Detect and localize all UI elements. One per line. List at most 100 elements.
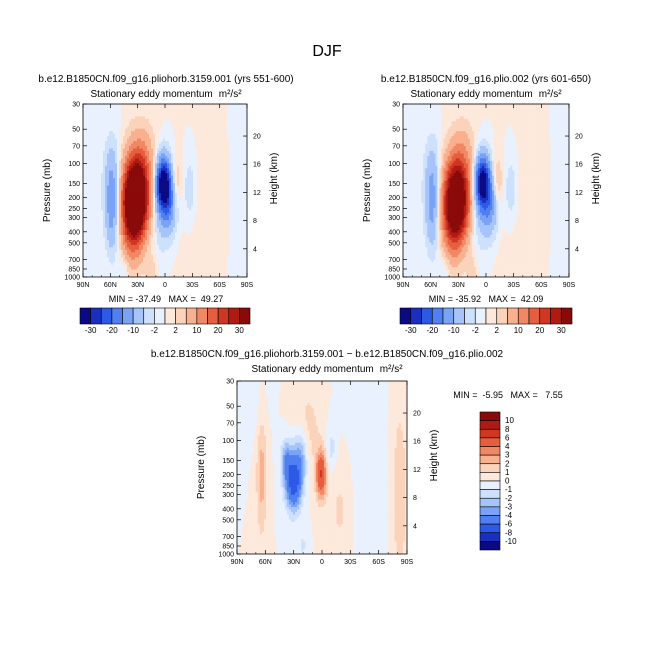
field-cell <box>87 230 89 233</box>
field-cell <box>229 144 231 147</box>
field-cell <box>165 203 167 206</box>
field-cell <box>129 166 131 169</box>
field-cell <box>213 215 215 218</box>
field-cell <box>129 183 131 186</box>
field-cell <box>151 166 153 169</box>
field-cell <box>91 161 93 164</box>
field-cell <box>243 188 245 191</box>
field-cell <box>187 245 189 248</box>
field-cell <box>139 146 141 149</box>
field-cell <box>225 171 227 174</box>
field-cell <box>85 240 87 243</box>
field-cell <box>197 158 199 161</box>
field-cell <box>105 213 107 216</box>
field-cell <box>215 134 217 137</box>
field-cell <box>159 163 161 166</box>
field-cell <box>155 126 157 129</box>
field-cell <box>179 208 181 211</box>
field-cell <box>171 139 173 142</box>
field-cell <box>221 129 223 132</box>
field-cell <box>91 141 93 144</box>
field-cell <box>111 148 113 151</box>
field-cell <box>129 208 131 211</box>
field-cell <box>93 223 95 226</box>
field-cell <box>153 163 155 166</box>
field-cell <box>235 181 237 184</box>
field-cell <box>227 124 229 127</box>
field-cell <box>87 215 89 218</box>
field-cell <box>187 158 189 161</box>
field-cell <box>103 168 105 171</box>
field-cell <box>99 223 101 226</box>
field-cell <box>233 121 235 124</box>
field-cell <box>217 111 219 114</box>
field-cell <box>161 235 163 238</box>
field-cell <box>237 220 239 223</box>
field-cell <box>209 116 211 119</box>
field-cell <box>165 166 167 169</box>
field-cell <box>171 247 173 250</box>
field-cell <box>117 242 119 245</box>
field-cell <box>131 171 133 174</box>
field-cell <box>145 223 147 226</box>
field-cell <box>241 131 243 134</box>
field-cell <box>97 193 99 196</box>
field-cell <box>159 139 161 142</box>
field-cell <box>189 225 191 228</box>
field-cell <box>167 193 169 196</box>
field-cell <box>243 131 245 134</box>
field-cell <box>179 225 181 228</box>
field-cell <box>141 235 143 238</box>
field-cell <box>223 183 225 186</box>
field-cell <box>227 191 229 194</box>
field-cell <box>187 144 189 147</box>
field-cell <box>133 141 135 144</box>
field-cell <box>95 171 97 174</box>
field-cell <box>235 129 237 132</box>
field-cell <box>243 210 245 213</box>
field-cell <box>243 200 245 203</box>
field-cell <box>201 203 203 206</box>
field-cell <box>219 183 221 186</box>
field-cell <box>243 208 245 211</box>
field-cell <box>203 144 205 147</box>
field-cell <box>219 191 221 194</box>
field-cell <box>231 104 233 107</box>
field-cell <box>167 173 169 176</box>
field-cell <box>201 247 203 250</box>
field-cell <box>147 242 149 245</box>
field-cell <box>173 166 175 169</box>
field-cell <box>103 173 105 176</box>
field-cell <box>87 176 89 179</box>
field-cell <box>145 163 147 166</box>
field-cell <box>183 121 185 124</box>
field-cell <box>119 195 121 198</box>
field-cell <box>115 176 117 179</box>
field-cell <box>141 178 143 181</box>
field-cell <box>211 166 213 169</box>
field-cell <box>145 242 147 245</box>
field-cell <box>149 139 151 142</box>
field-cell <box>193 153 195 156</box>
field-cell <box>161 111 163 114</box>
field-cell <box>183 225 185 228</box>
field-cell <box>205 245 207 248</box>
field-cell <box>125 111 127 114</box>
field-cell <box>161 203 163 206</box>
field-cell <box>135 173 137 176</box>
field-cell <box>163 193 165 196</box>
field-cell <box>205 230 207 233</box>
field-cell <box>113 213 115 216</box>
field-cell <box>189 218 191 221</box>
field-cell <box>155 131 157 134</box>
field-cell <box>159 148 161 151</box>
field-cell <box>173 242 175 245</box>
field-cell <box>231 220 233 223</box>
field-cell <box>207 119 209 122</box>
field-cell <box>147 235 149 238</box>
field-cell <box>89 195 91 198</box>
field-cell <box>213 181 215 184</box>
field-cell <box>233 141 235 144</box>
field-cell <box>195 151 197 154</box>
field-cell <box>117 230 119 233</box>
